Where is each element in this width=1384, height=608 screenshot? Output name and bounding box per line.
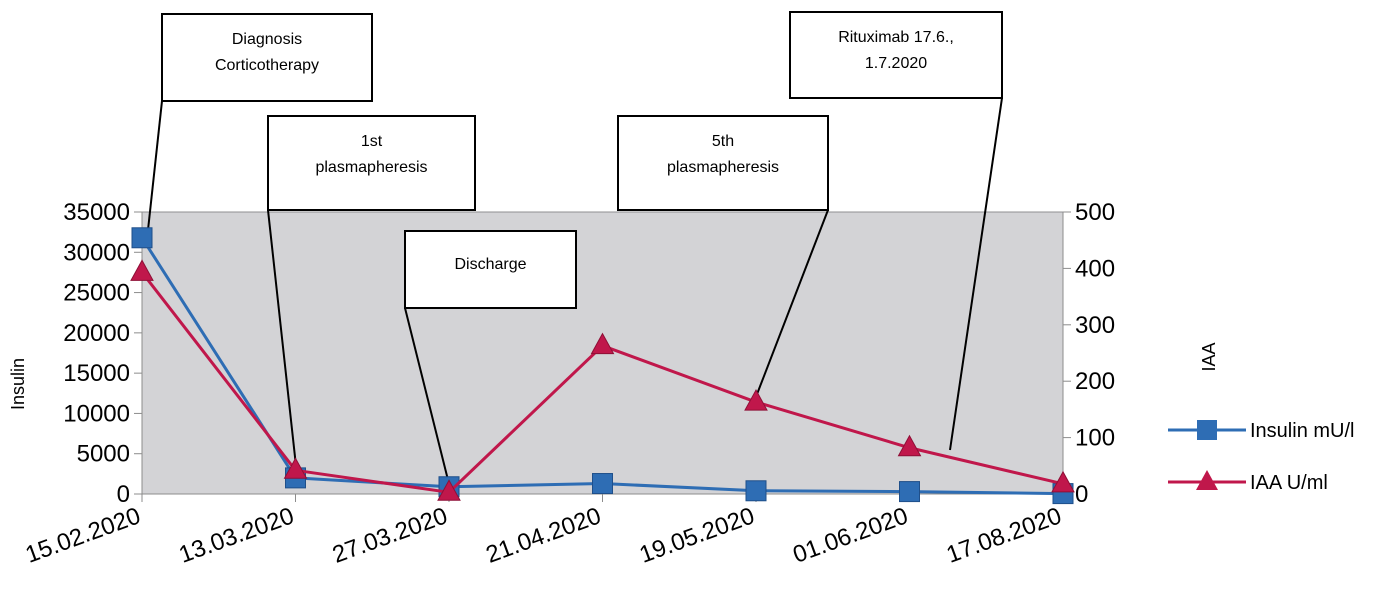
annotation-box <box>617 115 829 211</box>
legend-triangle-marker <box>1196 470 1218 490</box>
annotation-text: plasmapheresis <box>667 159 779 176</box>
legend-entry: IAA U/ml <box>1168 470 1328 494</box>
right-axis: 0 100 200 300 400 500 <box>1062 199 1115 508</box>
y-tick-label: 5000 <box>77 441 130 468</box>
annotation-leaders <box>147 97 1003 481</box>
data-point-triangle <box>437 479 461 501</box>
legend: Insulin mU/l IAA U/ml <box>1168 420 1354 494</box>
left-axis: 0 5000 10000 15000 20000 25000 30000 35000 <box>63 199 143 508</box>
legend-label: IAA U/ml <box>1250 472 1328 494</box>
annotation-callout: Diagnosis Corticotherapy <box>161 13 373 102</box>
annotation-callout: Rituximab 17.6., 1.7.2020 <box>789 11 1003 99</box>
annotation-text: 1.7.2020 <box>865 55 927 72</box>
y-tick-label: 35000 <box>63 199 130 226</box>
series-iaa <box>130 259 1075 501</box>
series-layer <box>130 227 1075 505</box>
annotation-boxes: Diagnosis Corticotherapy 1st plasmapheresis… <box>161 11 1003 309</box>
x-tick-label: 01.06.2020 <box>789 502 911 568</box>
y2-tick-label: 400 <box>1075 255 1115 282</box>
x-tick-label: 13.03.2020 <box>175 502 297 568</box>
y2-tick-label: 200 <box>1075 368 1115 395</box>
data-point-triangle <box>897 434 922 457</box>
y2-tick-label: 500 <box>1075 199 1115 226</box>
annotation-leader-line <box>147 100 163 231</box>
data-point-square <box>592 473 613 495</box>
legend-label: Insulin mU/l <box>1250 420 1354 442</box>
data-point-triangle <box>590 332 615 355</box>
annotation-box <box>161 13 373 102</box>
x-tick-label: 15.02.2020 <box>22 502 144 568</box>
x-tick-label: 21.04.2020 <box>482 502 604 568</box>
legend-square-marker <box>1197 420 1217 440</box>
x-tick-label: 27.03.2020 <box>329 502 451 568</box>
annotation-text: Discharge <box>454 256 526 273</box>
annotation-text: Corticotherapy <box>215 57 319 74</box>
data-point-square <box>745 480 767 502</box>
y-tick-label: 20000 <box>63 320 130 347</box>
y-tick-label: 30000 <box>63 239 130 266</box>
y2-tick-label: 300 <box>1075 312 1115 339</box>
y2-tick-label: 0 <box>1075 481 1088 508</box>
data-point-square <box>899 481 920 503</box>
y2-tick-label: 100 <box>1075 425 1115 452</box>
annotation-leader-line <box>949 97 1003 451</box>
y-tick-label: 0 <box>117 481 130 508</box>
annotation-text: Rituximab 17.6., <box>838 29 954 46</box>
y-tick-label: 25000 <box>63 280 130 307</box>
y-tick-label: 10000 <box>63 400 130 427</box>
annotation-leader-line <box>404 307 449 481</box>
annotation-text: plasmapheresis <box>315 159 427 176</box>
annotation-box <box>404 230 577 309</box>
y2-axis-title: IAA <box>1199 342 1219 371</box>
y-tick-label: 15000 <box>63 360 130 387</box>
annotation-text: Diagnosis <box>232 31 302 48</box>
annotation-box <box>267 115 476 211</box>
x-tick-label: 17.08.2020 <box>943 502 1065 568</box>
x-axis: 15.02.2020 13.03.2020 27.03.2020 21.04.2020… <box>22 493 1065 569</box>
data-point-square <box>131 227 153 249</box>
annotation-box <box>789 11 1003 99</box>
annotation-callout: 5th plasmapheresis <box>617 115 829 211</box>
data-point-triangle <box>130 259 154 281</box>
data-point-triangle <box>744 389 768 411</box>
data-point-triangle <box>283 457 308 479</box>
annotation-leader-line <box>753 209 829 403</box>
annotation-callout: Discharge <box>404 230 577 309</box>
x-tick-label: 19.05.2020 <box>636 502 758 568</box>
y-axis-title: Insulin <box>8 358 28 410</box>
annotation-text: 1st <box>361 133 383 150</box>
annotation-leader-line <box>267 209 297 467</box>
legend-entry: Insulin mU/l <box>1168 420 1354 442</box>
annotation-text: 5th <box>712 133 734 150</box>
annotation-callout: 1st plasmapheresis <box>267 115 476 211</box>
data-point-triangle <box>1051 470 1075 493</box>
